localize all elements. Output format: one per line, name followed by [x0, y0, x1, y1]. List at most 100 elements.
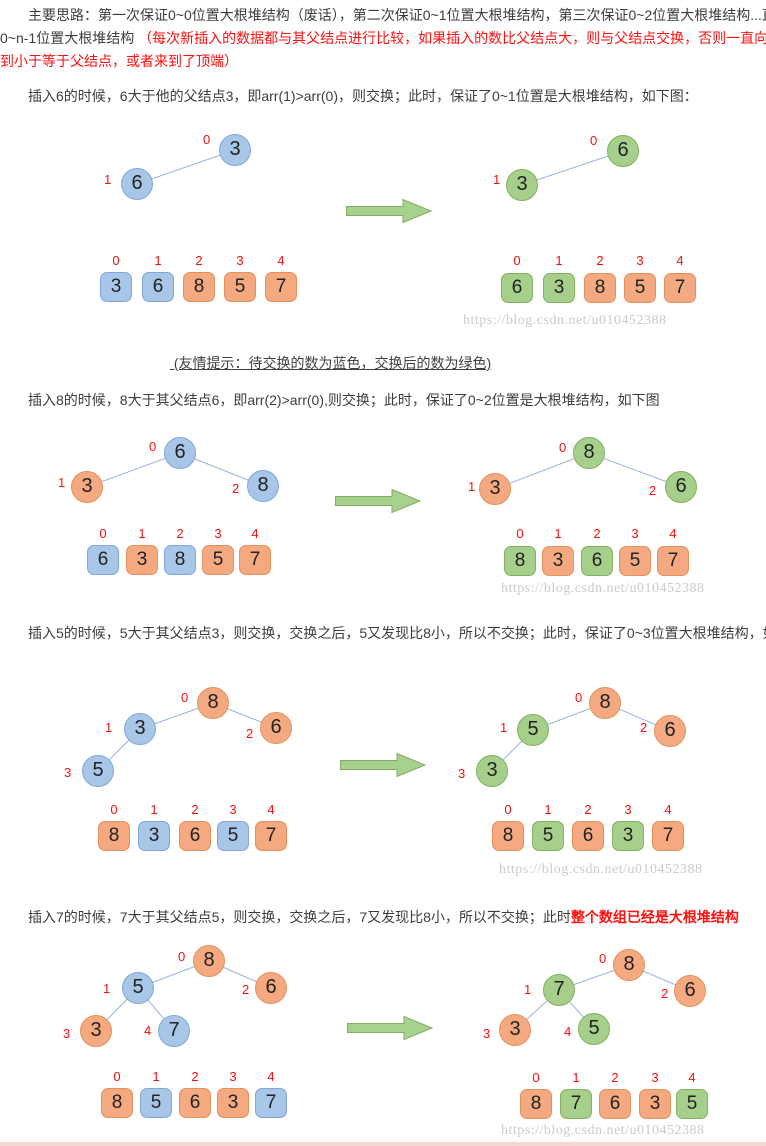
tree-node: 6	[654, 715, 686, 747]
array-index-label: 4	[277, 253, 285, 268]
watermark-text: https://blog.csdn.net/u010452388	[463, 313, 667, 328]
tree-edges	[97, 702, 671, 772]
node-index-label: 1	[105, 720, 113, 735]
array-index-label: 2	[611, 1070, 619, 1085]
array-index-label: 3	[624, 802, 632, 817]
array-index-label: 2	[596, 253, 604, 268]
array-index-label: 3	[229, 1069, 237, 1084]
node-index-label: 1	[500, 720, 508, 735]
paragraph-insert-5: 插入5的时候，5大于其父结点3，则交换，交换之后，5又发现比8小，所以不交换；此…	[0, 622, 766, 645]
array-cell: 6	[179, 1088, 211, 1118]
node-index-label: 0	[178, 949, 186, 964]
tree-node: 5	[122, 972, 154, 1004]
tree-node: 3	[71, 471, 103, 503]
array-cell: 5	[224, 272, 256, 302]
array-cell: 7	[657, 546, 689, 576]
array-index-label: 0	[110, 802, 118, 817]
array-index-label: 2	[584, 802, 592, 817]
array-index-label: 0	[99, 526, 107, 541]
array-index-label: 0	[504, 802, 512, 817]
array-cell: 8	[520, 1089, 552, 1119]
tree-node: 6	[164, 437, 196, 469]
tree-edges	[136, 149, 624, 186]
array-index-label: 3	[651, 1070, 659, 1085]
node-index-label: 4	[144, 1023, 152, 1038]
array-index-label: 0	[112, 253, 120, 268]
array-cell: 7	[239, 545, 271, 575]
array-index-label: 2	[191, 802, 199, 817]
tree-node: 6	[255, 972, 287, 1004]
array-index-label: 2	[176, 526, 184, 541]
diagram-insert-8: 6 0 3 1 8 2 8 0 3 1 6 2 0 6 1 3 2 8 3 5 4 7 0 8 1 3 2 6 3 5 4 7 https://…	[0, 420, 766, 615]
node-index-label: 0	[575, 690, 583, 705]
paragraph-insert-8: 插入8的时候，8大于其父结点6，即arr(2)>arr(0),则交换；此时，保证…	[0, 389, 766, 412]
intro-text-black-1: 主要思路：第一次保证0~0位置大根堆结构（废话），第二次保证0~1位置大根堆结构…	[28, 7, 766, 23]
tree-node: 5	[578, 1013, 610, 1045]
paragraph-insert-7-text: 插入7的时候，7大于其父结点5，则交换，交换之后，7又发现比8小，所以不交换；此…	[28, 909, 571, 925]
array-index-label: 2	[593, 526, 601, 541]
node-index-label: 2	[661, 986, 669, 1001]
array-cell: 8	[584, 273, 616, 303]
tree-node: 6	[607, 135, 639, 167]
array-index-label: 2	[195, 253, 203, 268]
node-index-label: 0	[149, 439, 157, 454]
array-index-label: 0	[532, 1070, 540, 1085]
intro-text-red-1: （每次新插入的数据都与其父结点进行比较，如果插入的数比父结点大，则与父结点交换，…	[138, 30, 766, 46]
array-index-label: 0	[113, 1069, 121, 1084]
node-index-label: 1	[103, 981, 111, 996]
diagram-insert-5: 8 0 3 1 6 2 5 3 8 0 5 1 6 2 3 3 0 8 1 3 2 6 3 5 4 7 0 8 1 5 2 6 3 3 4 7 http…	[0, 665, 766, 895]
array-cell: 8	[183, 272, 215, 302]
array-index-label: 1	[554, 526, 562, 541]
array-cell: 3	[542, 546, 574, 576]
node-index-label: 1	[104, 172, 112, 187]
tree-node: 3	[219, 134, 251, 166]
node-index-label: 0	[203, 132, 211, 147]
array-cell: 7	[265, 272, 297, 302]
node-index-label: 2	[242, 982, 250, 997]
paragraph-insert-5-text: 插入5的时候，5大于其父结点3，则交换，交换之后，5又发现比8小，所以不交换；此…	[28, 625, 766, 641]
array-index-label: 3	[236, 253, 244, 268]
tree-node: 3	[506, 169, 538, 201]
array-cell: 3	[639, 1089, 671, 1119]
tree-node: 7	[158, 1015, 190, 1047]
node-index-label: 2	[246, 726, 254, 741]
tree-node: 8	[589, 687, 621, 719]
node-index-label: 0	[590, 133, 598, 148]
array-cell: 8	[98, 821, 130, 851]
tree-node: 3	[124, 713, 156, 745]
tree-node: 3	[476, 755, 508, 787]
array-cell: 3	[126, 545, 158, 575]
array-cell: 3	[138, 821, 170, 851]
array-index-label: 3	[214, 526, 222, 541]
intro-line-3: 到小于等于父结点，或者来到了顶端）	[0, 50, 766, 73]
node-index-label: 0	[559, 440, 567, 455]
array-cell: 3	[100, 272, 132, 302]
intro-line-2: 0~n-1位置大根堆结构 （每次新插入的数据都与其父结点进行比较，如果插入的数比…	[0, 27, 766, 50]
node-index-label: 3	[63, 1026, 71, 1041]
array-index-label: 0	[516, 526, 524, 541]
paragraph-insert-6: 插入6的时候，6大于他的父结点3，即arr(1)>arr(0)，则交换；此时，保…	[0, 85, 766, 108]
intro-line-1: 主要思路：第一次保证0~0位置大根堆结构（废话），第二次保证0~1位置大根堆结构…	[0, 4, 766, 27]
tree-node: 8	[193, 945, 225, 977]
right-arrow-icon	[335, 489, 421, 513]
intro-text-black-2: 0~n-1位置大根堆结构	[0, 30, 139, 46]
array-index-label: 1	[138, 526, 146, 541]
right-arrow-icon	[346, 199, 432, 223]
array-index-label: 4	[688, 1070, 696, 1085]
color-hint-note: (友情提示：待交换的数为蓝色，交换后的数为绿色)	[170, 355, 492, 371]
tree-node: 6	[665, 471, 697, 503]
array-index-label: 1	[154, 253, 162, 268]
array-cell: 6	[142, 272, 174, 302]
array-index-label: 4	[676, 253, 684, 268]
tree-node: 5	[82, 755, 114, 787]
node-index-label: 2	[649, 483, 657, 498]
array-index-label: 1	[572, 1070, 580, 1085]
array-index-label: 3	[229, 802, 237, 817]
watermark-text: https://blog.csdn.net/u010452388	[501, 1123, 705, 1138]
array-index-label: 3	[636, 253, 644, 268]
array-cell: 7	[652, 821, 684, 851]
tree-node: 6	[674, 975, 706, 1007]
tree-node: 8	[197, 687, 229, 719]
array-index-label: 4	[664, 802, 672, 817]
tree-node: 3	[499, 1014, 531, 1046]
